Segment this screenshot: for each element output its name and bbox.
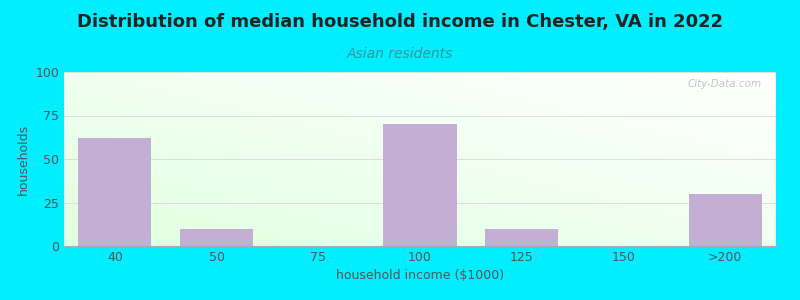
Bar — [485, 229, 558, 246]
Text: Distribution of median household income in Chester, VA in 2022: Distribution of median household income … — [77, 14, 723, 32]
Bar — [689, 194, 762, 246]
Bar — [78, 138, 151, 246]
Text: City-Data.com: City-Data.com — [688, 79, 762, 89]
Bar — [180, 229, 253, 246]
Bar — [383, 124, 457, 246]
X-axis label: household income ($1000): household income ($1000) — [336, 269, 504, 282]
Text: Asian residents: Asian residents — [347, 46, 453, 61]
Y-axis label: households: households — [17, 123, 30, 195]
